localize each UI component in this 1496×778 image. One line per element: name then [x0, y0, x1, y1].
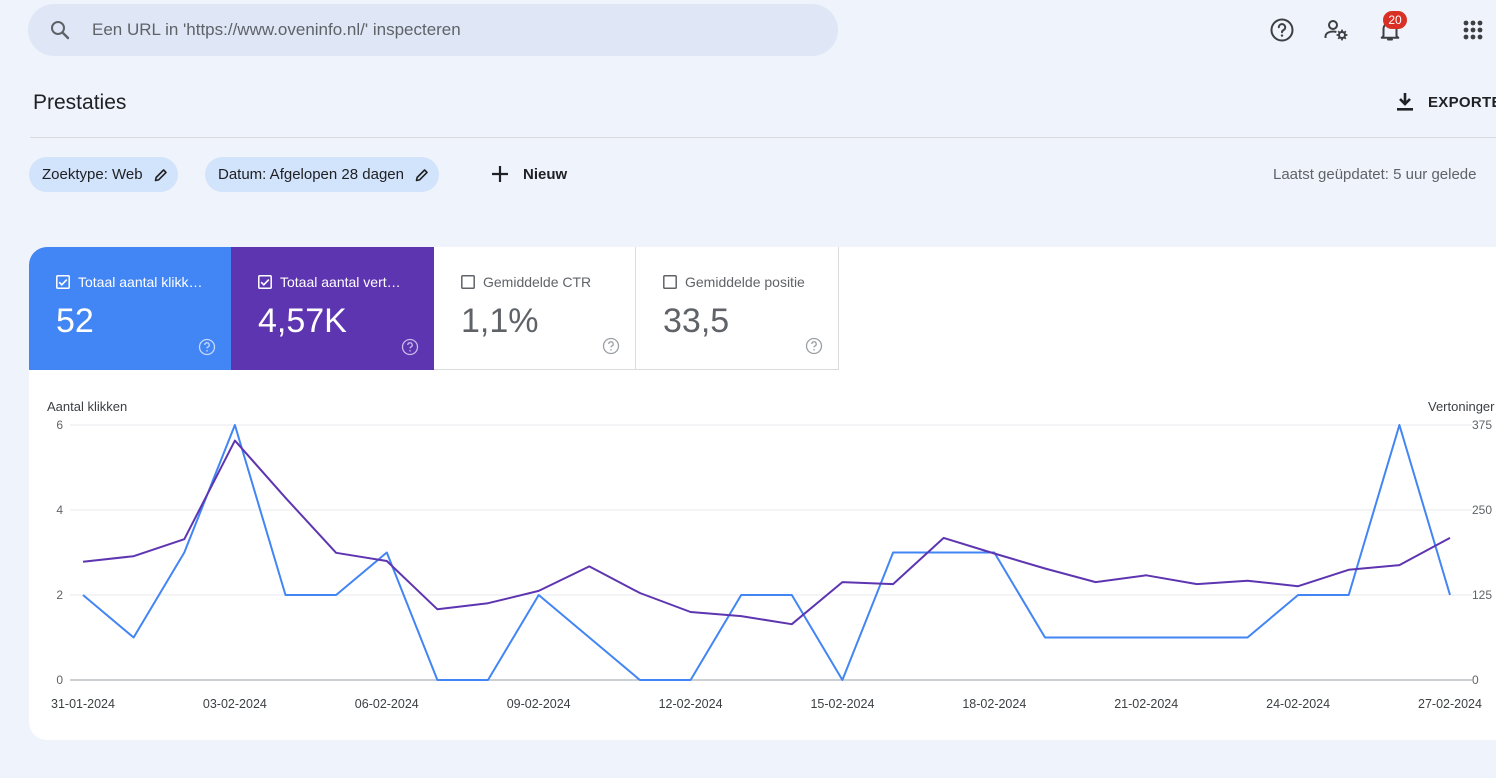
x-tick-label: 09-02-2024 [507, 697, 571, 711]
url-inspect-search[interactable]: Een URL in 'https://www.oveninfo.nl/' in… [28, 4, 838, 56]
help-icon[interactable] [805, 337, 823, 355]
download-icon [1397, 93, 1413, 111]
last-updated-text: Laatst geüpdatet: 5 uur gelede [1273, 166, 1477, 183]
y-left-axis-label: Aantal klikken [47, 399, 127, 414]
metric-label: Gemiddelde CTR [483, 274, 592, 290]
metric-label: Totaal aantal vert… [280, 274, 401, 290]
checkbox-checked-icon[interactable] [56, 275, 70, 289]
date-filter-chip[interactable]: Datum: Afgelopen 28 dagen [205, 157, 439, 192]
help-icon[interactable] [198, 338, 216, 356]
metric-value: 33,5 [663, 302, 730, 340]
search-input[interactable]: Een URL in 'https://www.oveninfo.nl/' in… [92, 20, 461, 39]
x-tick-label: 18-02-2024 [962, 697, 1026, 711]
y-right-tick-label: 375 [1472, 418, 1492, 432]
export-label: EXPORTE [1428, 93, 1496, 111]
y-left-tick-label: 2 [56, 588, 63, 602]
search-type-filter-label: Zoektype: Web [42, 166, 143, 183]
checkbox-checked-icon[interactable] [258, 275, 272, 289]
y-left-tick-label: 0 [56, 673, 63, 687]
y-right-tick-label: 0 [1472, 673, 1479, 687]
metric-total-impressions[interactable]: Totaal aantal vert… 4,57K [231, 247, 434, 370]
help-icon[interactable] [1269, 17, 1295, 43]
page-title: Prestaties [33, 91, 127, 114]
y-left-tick-label: 6 [56, 418, 63, 432]
checkbox-unchecked-icon[interactable] [663, 275, 677, 289]
x-tick-label: 12-02-2024 [659, 697, 723, 711]
apps-grid-icon[interactable] [1461, 18, 1487, 44]
new-filter-label: Nieuw [523, 165, 568, 183]
x-tick-label: 24-02-2024 [1266, 697, 1330, 711]
y-right-tick-label: 250 [1472, 503, 1492, 517]
edit-pencil-icon [154, 168, 167, 181]
x-tick-label: 27-02-2024 [1418, 697, 1482, 711]
help-icon[interactable] [401, 338, 419, 356]
x-tick-label: 06-02-2024 [355, 697, 419, 711]
metric-value: 1,1% [461, 302, 539, 340]
impressions-series-line [82, 439, 1451, 626]
x-tick-label: 03-02-2024 [203, 697, 267, 711]
x-tick-label: 21-02-2024 [1114, 697, 1178, 711]
metric-average-ctr[interactable]: Gemiddelde CTR 1,1% [434, 247, 636, 370]
metric-label: Gemiddelde positie [685, 274, 805, 290]
help-icon[interactable] [602, 337, 620, 355]
notification-count-badge: 20 [1383, 11, 1407, 29]
metric-average-position[interactable]: Gemiddelde positie 33,5 [636, 247, 839, 370]
search-type-filter-chip[interactable]: Zoektype: Web [29, 157, 178, 192]
y-right-axis-label: Vertoninger [1428, 399, 1495, 414]
metric-total-clicks[interactable]: Totaal aantal klikk… 52 [29, 247, 231, 370]
metric-label: Totaal aantal klikk… [78, 274, 203, 290]
edit-pencil-icon [415, 168, 428, 181]
x-tick-label: 15-02-2024 [810, 697, 874, 711]
y-left-tick-label: 4 [56, 503, 63, 517]
new-filter-button[interactable]: Nieuw [489, 163, 567, 185]
clicks-series-line [82, 424, 1451, 681]
metric-value: 52 [56, 302, 94, 340]
x-tick-label: 31-01-2024 [51, 697, 115, 711]
plus-icon [492, 166, 508, 182]
export-button[interactable]: EXPORTE [1394, 91, 1496, 113]
search-icon [51, 21, 70, 40]
metric-value: 4,57K [258, 302, 347, 340]
date-filter-label: Datum: Afgelopen 28 dagen [218, 166, 404, 183]
checkbox-unchecked-icon[interactable] [461, 275, 475, 289]
y-right-tick-label: 125 [1472, 588, 1492, 602]
manage-users-icon[interactable] [1323, 17, 1349, 43]
header-divider [30, 137, 1496, 138]
